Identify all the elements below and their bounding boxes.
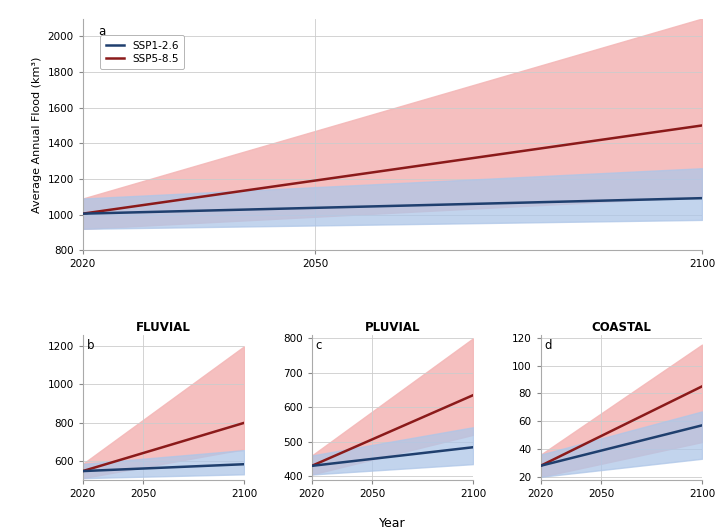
Title: PLUVIAL: PLUVIAL (364, 321, 420, 334)
Title: FLUVIAL: FLUVIAL (136, 321, 191, 334)
Legend: SSP1-2.6, SSP5-8.5: SSP1-2.6, SSP5-8.5 (100, 36, 184, 69)
Text: b: b (87, 339, 94, 352)
Text: c: c (316, 339, 322, 352)
Title: COASTAL: COASTAL (591, 321, 652, 334)
Text: Year: Year (379, 517, 405, 530)
Text: a: a (98, 25, 106, 39)
Y-axis label: Average Annual Flood (km³): Average Annual Flood (km³) (32, 56, 42, 213)
Text: d: d (545, 339, 552, 352)
